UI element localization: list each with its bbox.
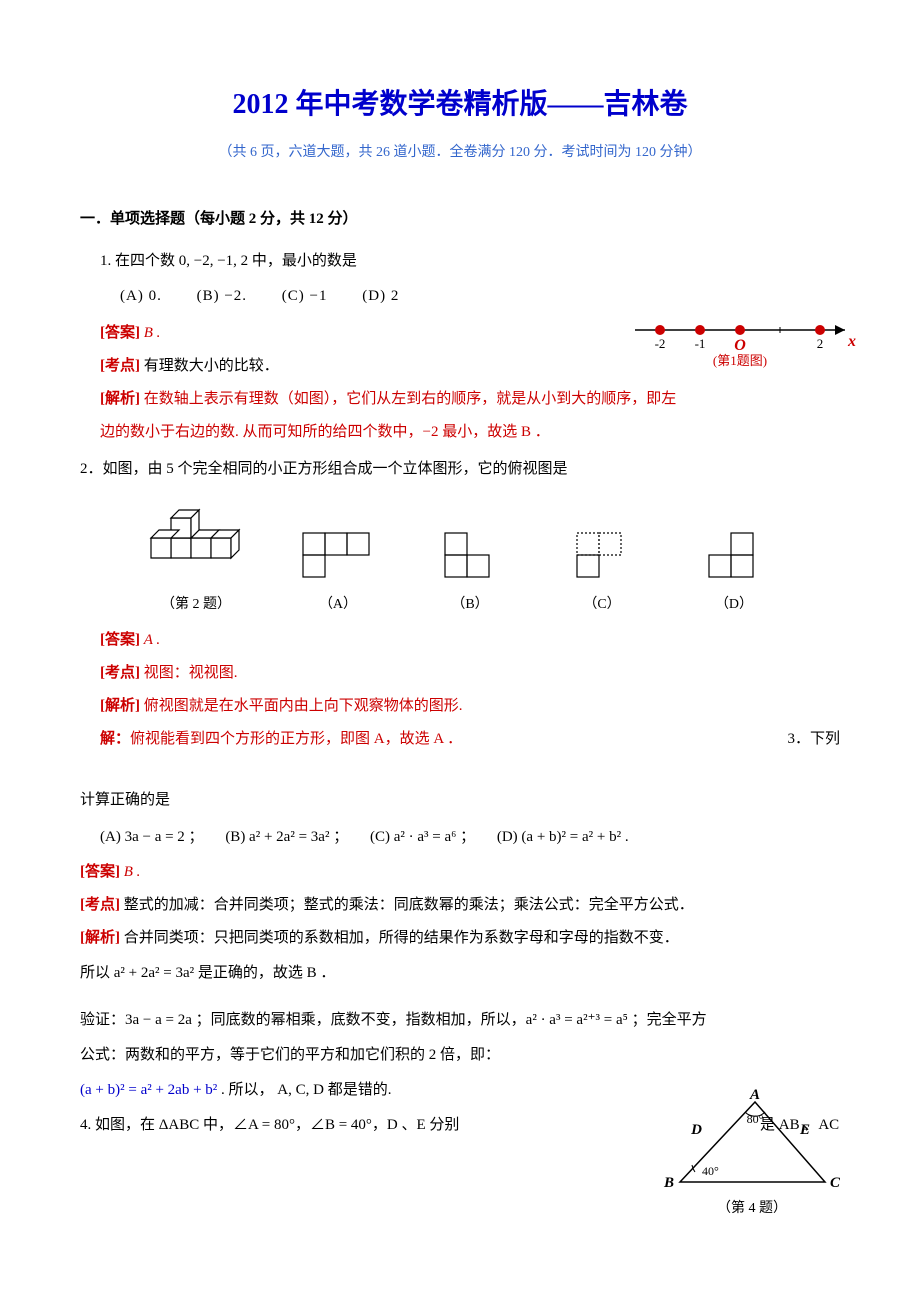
answer-label: [答案] bbox=[100, 632, 140, 648]
q2-cap-solid: （第 2 题） bbox=[146, 592, 246, 617]
q3-opt-c: (C) a² · a³ = a⁶ ； bbox=[370, 829, 475, 845]
q3-lead: 3．下列 bbox=[787, 726, 840, 753]
svg-text:B: B bbox=[663, 1175, 674, 1191]
svg-text:A: A bbox=[749, 1087, 760, 1103]
verify-label: 验证： bbox=[80, 1012, 125, 1028]
q3-v3-black: . 所以， A, C, D 都是错的. bbox=[221, 1082, 391, 1098]
q2-cap-c: （C） bbox=[562, 592, 642, 617]
svg-text:x: x bbox=[847, 333, 856, 350]
q3-kaodian: [考点] 整式的加减：合并同类项；整式的乘法：同底数幂的乘法；乘法公式：完全平方… bbox=[80, 892, 840, 919]
svg-text:(第1题图): (第1题图) bbox=[713, 353, 767, 368]
triangle-figure: A B C D E 80° 40° （第 4 题） bbox=[660, 1087, 840, 1227]
q1-answer-val: B . bbox=[140, 325, 160, 341]
q3-jx-body: 合并同类项：只把同类项的系数相加，所得的结果作为系数字母和字母的指数不变． bbox=[120, 930, 679, 946]
jx-label: [解析] bbox=[100, 391, 140, 407]
watermark bbox=[80, 759, 840, 779]
q3-text2: 计算正确的是 bbox=[80, 787, 840, 814]
q2-jx-body: 俯视图就是在水平面内由上向下观察物体的图形. bbox=[140, 698, 463, 714]
q2-opt-a-fig: （A） bbox=[298, 523, 378, 617]
q1-jiexi-1: [解析] 在数轴上表示有理数（如图），它们从左到右的顺序，就是从小到大的顺序，即… bbox=[100, 386, 840, 413]
q1-jiexi-2: 边的数小于右边的数. 从而可知所的给四个数中，−2 最小，故选 B ． bbox=[100, 419, 840, 446]
q1-opt-c: (C) −1 bbox=[282, 288, 328, 304]
q1-opt-b: (B) −2. bbox=[197, 288, 247, 304]
q2-opt-b-fig: （B） bbox=[430, 523, 510, 617]
q2-solve-body: 俯视能看到四个方形的正方形，即图 A，故选 A ． bbox=[130, 731, 462, 747]
page-subtitle: （共 6 页，六道大题，共 26 道小题．全卷满分 120 分．考试时间为 12… bbox=[80, 140, 840, 165]
svg-text:40°: 40° bbox=[702, 1164, 719, 1178]
svg-text:D: D bbox=[690, 1122, 702, 1138]
answer-label: [答案] bbox=[80, 864, 120, 880]
number-line-figure: -2 -1 O 2 x (第1题图) bbox=[630, 310, 860, 370]
q2-solve: 解：俯视能看到四个方形的正方形，即图 A，故选 A ． 3．下列 bbox=[100, 726, 840, 753]
q1-text: 1. 在四个数 0, −2, −1, 2 中，最小的数是 bbox=[100, 248, 840, 275]
q2-kaodian: [考点] 视图：视视图. bbox=[100, 660, 840, 687]
q3-verify-2: 公式：两数和的平方，等于它们的平方和加它们积的 2 倍，即： bbox=[80, 1042, 840, 1069]
q1-options: (A) 0. (B) −2. (C) −1 (D) 2 bbox=[120, 283, 840, 310]
q3-answer-val: B . bbox=[120, 864, 140, 880]
q2-jiexi: [解析] 俯视图就是在水平面内由上向下观察物体的图形. bbox=[100, 693, 840, 720]
answer-label: [答案] bbox=[100, 325, 140, 341]
q2-answer: [答案] A . bbox=[100, 627, 840, 654]
q1-opt-a: (A) 0. bbox=[120, 288, 162, 304]
q3-answer: [答案] B . bbox=[80, 859, 840, 886]
page-title: 2012 年中考数学卷精析版——吉林卷 bbox=[80, 80, 840, 130]
q3-opt-d: (D) (a + b)² = a² + b² . bbox=[497, 829, 629, 845]
kd-label: [考点] bbox=[100, 358, 140, 374]
q1-kd-body: 有理数大小的比较． bbox=[140, 358, 279, 374]
q3-opt-a: (A) 3a − a = 2 ； bbox=[100, 829, 204, 845]
solve-label: 解： bbox=[100, 731, 130, 747]
kd-label: [考点] bbox=[100, 665, 140, 681]
q3-so: 所以 a² + 2a² = 3a² 是正确的，故选 B ． bbox=[80, 960, 840, 987]
q3-jiexi: [解析] 合并同类项：只把同类项的系数相加，所得的结果作为系数字母和字母的指数不… bbox=[80, 925, 840, 952]
q2-solid: （第 2 题） bbox=[146, 503, 246, 617]
q3-opt-b: (B) a² + 2a² = 3a² ； bbox=[225, 829, 348, 845]
q1-jx1: 在数轴上表示有理数（如图），它们从左到右的顺序，就是从小到大的顺序，即左 bbox=[140, 391, 676, 407]
kd-label: [考点] bbox=[80, 897, 120, 913]
svg-text:E: E bbox=[799, 1122, 810, 1138]
q3-verify-1: 验证：3a − a = 2a ；同底数的幂相乘，底数不变，指数相加，所以，a² … bbox=[80, 1007, 840, 1034]
q2-opt-d-fig: （D） bbox=[694, 523, 774, 617]
q3-options: (A) 3a − a = 2 ； (B) a² + 2a² = 3a² ； (C… bbox=[100, 824, 840, 851]
q2-cap-d: （D） bbox=[694, 592, 774, 617]
q1-opt-d: (D) 2 bbox=[362, 288, 399, 304]
q2-text: 2．如图，由 5 个完全相同的小正方形组合成一个立体图形，它的俯视图是 bbox=[80, 456, 840, 483]
svg-text:80°: 80° bbox=[747, 1112, 764, 1126]
q4-text-a: 4. 如图，在 ΔABC 中，∠A = 80°，∠B = 40°，D 、E 分别 bbox=[80, 1112, 580, 1139]
svg-text:O: O bbox=[734, 337, 746, 354]
q2-image-row: （第 2 题） （A） （B） bbox=[120, 503, 800, 617]
svg-text:C: C bbox=[830, 1175, 840, 1191]
svg-text:-1: -1 bbox=[695, 336, 706, 351]
jx-label: [解析] bbox=[100, 698, 140, 714]
q2-opt-c-fig: （C） bbox=[562, 523, 642, 617]
q3-v1: 3a − a = 2a ；同底数的幂相乘，底数不变，指数相加，所以，a² · a… bbox=[125, 1012, 707, 1028]
q2-cap-a: （A） bbox=[298, 592, 378, 617]
q3-v3-blue: (a + b)² = a² + 2ab + b² bbox=[80, 1082, 221, 1098]
q2-kd-body: 视图：视视图. bbox=[140, 665, 238, 681]
q2-answer-val: A . bbox=[140, 632, 160, 648]
svg-text:（第 4 题）: （第 4 题） bbox=[717, 1199, 787, 1216]
jx-label: [解析] bbox=[80, 930, 120, 946]
q2-cap-b: （B） bbox=[430, 592, 510, 617]
section-1-heading: 一．单项选择题（每小题 2 分，共 12 分） bbox=[80, 206, 840, 233]
svg-text:2: 2 bbox=[817, 336, 824, 351]
svg-text:-2: -2 bbox=[655, 336, 666, 351]
q3-kd-body: 整式的加减：合并同类项；整式的乘法：同底数幂的乘法；乘法公式：完全平方公式． bbox=[120, 897, 694, 913]
